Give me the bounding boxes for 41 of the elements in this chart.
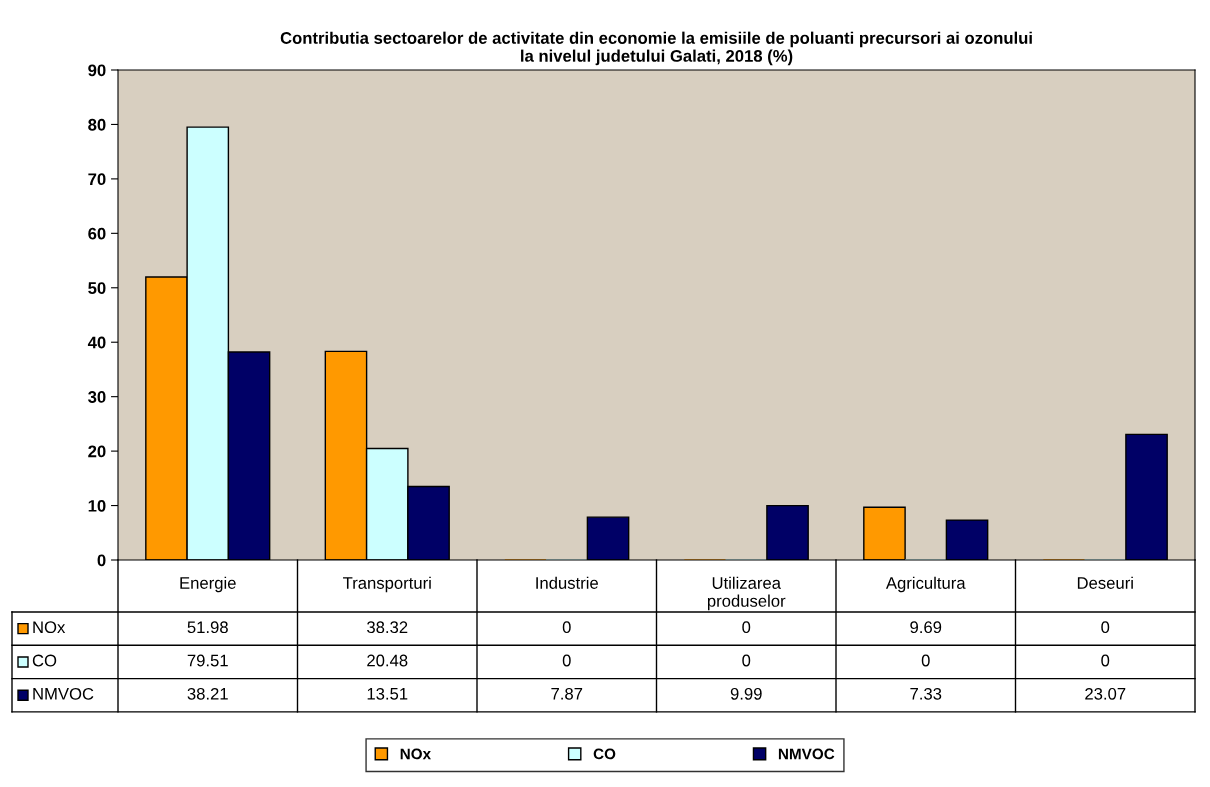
data-label: 0 [562,621,571,634]
data-label: 7.87 [551,687,583,700]
data-label: 0 [742,654,751,667]
legend-label: NOx [33,621,66,634]
y-tick-label: 30 [88,391,106,403]
data-label: 0 [742,621,751,634]
y-tick-label: 60 [88,227,106,240]
y-tick-label: 90 [88,64,106,77]
y-tick-label: 70 [88,173,106,186]
y-tick-label: 10 [88,499,106,512]
legend-label: NMVOC [33,687,94,700]
x-tick-label: Transporturi [343,576,431,593]
data-label: 23.07 [1085,687,1126,700]
y-tick-label: 20 [88,445,106,458]
y-tick-label: 0 [97,554,106,567]
data-label: 0 [921,654,930,667]
chart-title: Contributia sectoarelor de activitate din economie la emisiile de poluanti precursori ai ozonului la nivelul judetului Galati, 2018 (%) [280,31,1032,66]
text: CO [593,748,616,760]
data-label: 0 [562,654,571,667]
data-label: 7.33 [910,687,942,700]
data-label: 0 [1101,621,1110,634]
x-tick-label: Utilizarea produselor [707,576,786,611]
data-label: 38.21 [187,687,228,700]
text: NMVOC [778,748,835,760]
x-tick-label: Industrie [536,576,598,589]
data-label: 38.32 [367,621,408,634]
data-label: 79.51 [187,654,228,667]
y-tick-label: 80 [88,118,106,131]
data-label: 51.98 [187,621,228,634]
x-tick-label: Energie [180,576,236,593]
data-label: 13.51 [367,687,408,700]
data-label: 9.99 [730,687,762,700]
text: NOx [400,748,431,760]
legend-label: CO [32,654,57,667]
x-tick-label: Deseuri [1077,576,1133,589]
data-label: 0 [1101,654,1110,667]
data-label: 9.69 [910,621,942,634]
x-tick-label: Agricultura [885,576,966,593]
data-label: 20.48 [367,654,408,667]
y-tick-label: 40 [87,336,106,349]
y-tick-label: 50 [88,282,106,294]
